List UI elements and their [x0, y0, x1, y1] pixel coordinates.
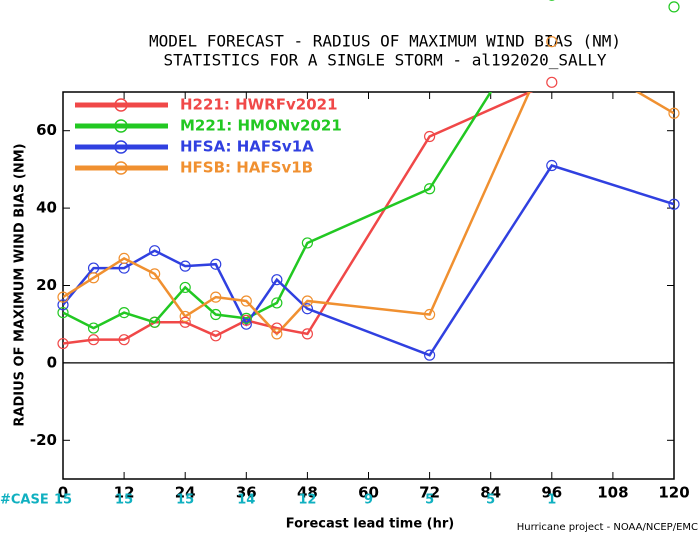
legend-marker [114, 161, 128, 175]
case-label: #CASE [0, 493, 49, 508]
point [546, 76, 558, 88]
case-count: 5 [425, 493, 434, 508]
x-tick-label: 72 [419, 484, 440, 502]
plot-frame [62, 91, 675, 480]
point [668, 1, 680, 13]
y-tick-label: -20 [30, 431, 57, 449]
point [149, 316, 161, 328]
point [57, 299, 69, 311]
series-line [63, 92, 493, 330]
point [118, 252, 130, 265]
footer: Hurricane project - NOAA/NCEP/EMC [517, 522, 698, 533]
legend-label: M221: HMONv2021 [180, 117, 342, 135]
point [424, 349, 436, 361]
x-tick-label: 24 [175, 484, 196, 502]
case-count: 15 [115, 493, 133, 508]
case-count: 1 [547, 493, 556, 508]
y-tick-label: 0 [47, 353, 57, 371]
x-tick-label: 84 [480, 484, 501, 502]
x-tick-label: 0 [58, 484, 68, 502]
point [668, 198, 680, 210]
point [271, 322, 283, 334]
case-count: 5 [486, 493, 495, 508]
y-axis-label: RADIUS OF MAXIMUM WIND BIAS (NM) [13, 143, 28, 426]
y-tick-label: 20 [36, 276, 57, 294]
point [149, 268, 161, 280]
point [179, 260, 191, 272]
point [87, 322, 100, 334]
point [57, 337, 69, 350]
point [240, 295, 252, 307]
point [179, 310, 191, 323]
point [301, 303, 313, 315]
point [210, 291, 222, 303]
point [179, 281, 191, 294]
legend-label: HFSA: HAFSv1A [180, 138, 314, 156]
point [210, 330, 222, 342]
point [210, 258, 222, 270]
point [149, 245, 161, 257]
point [240, 318, 252, 330]
legend-marker [114, 98, 128, 112]
case-count: 14 [237, 493, 255, 508]
legend-label: H221: HWRFv2021 [180, 96, 338, 114]
x-tick-label: 36 [236, 484, 257, 502]
point [301, 237, 313, 249]
point [118, 334, 130, 346]
point [424, 183, 436, 195]
point [87, 272, 100, 284]
point [424, 308, 436, 321]
point [301, 328, 313, 340]
point [546, 159, 558, 172]
point [57, 306, 69, 319]
legend-label: HFSB: HAFSv1B [180, 159, 313, 177]
x-tick-label: 108 [597, 484, 628, 502]
point [271, 297, 283, 309]
point [271, 274, 283, 286]
point [668, 107, 680, 119]
point [179, 316, 191, 328]
y-tick-label: 40 [36, 199, 57, 217]
x-tick-label: 120 [658, 484, 689, 502]
point [240, 312, 252, 324]
point [210, 308, 222, 321]
y-tick-label: 60 [36, 121, 57, 139]
legend-marker [114, 140, 128, 154]
x-tick-label: 96 [541, 484, 562, 502]
x-tick-label: 12 [114, 484, 135, 502]
point [301, 295, 313, 307]
case-count: 15 [54, 493, 72, 508]
case-count: 12 [298, 493, 316, 508]
x-tick-label: 60 [358, 484, 379, 502]
case-count: 9 [364, 493, 373, 508]
x-axis-label: Forecast lead time (hr) [286, 517, 454, 532]
x-tick-label: 48 [297, 484, 318, 502]
point [271, 328, 283, 340]
series-line [63, 92, 534, 345]
chart-title: MODEL FORECAST - RADIUS OF MAXIMUM WIND … [149, 32, 621, 51]
legend-marker [114, 119, 128, 133]
chart-subtitle: STATISTICS FOR A SINGLE STORM - al192020… [163, 51, 606, 70]
point [87, 334, 100, 346]
case-count: 15 [176, 493, 194, 508]
point [57, 291, 69, 303]
plot-lines [63, 92, 674, 357]
point [118, 306, 130, 319]
point [424, 130, 436, 143]
series-line [63, 92, 674, 336]
point [546, 36, 558, 48]
